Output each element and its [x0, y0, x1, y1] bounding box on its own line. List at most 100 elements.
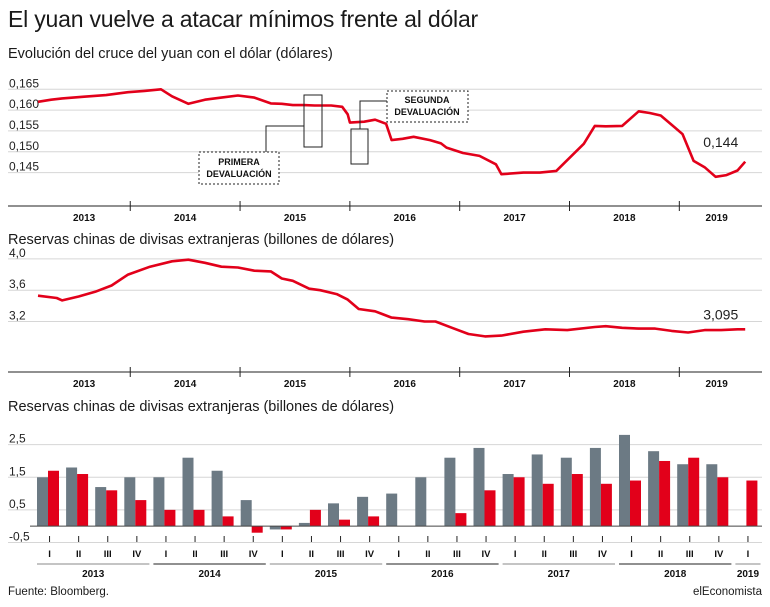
- quarter-label: III: [104, 549, 112, 560]
- bar-red: [106, 490, 118, 527]
- x-tick-label: 2015: [284, 379, 307, 390]
- bar-grey: [298, 522, 310, 527]
- year-label: 2015: [315, 569, 338, 580]
- annotation-text: SEGUNDA: [404, 95, 450, 105]
- bar-red: [746, 480, 758, 527]
- bar-red: [542, 483, 554, 527]
- y-tick-label: 3,6: [9, 277, 26, 291]
- quarter-label: I: [630, 549, 633, 560]
- year-label: 2017: [548, 569, 571, 580]
- quarter-label: I: [281, 549, 284, 560]
- x-tick-label: 2014: [174, 213, 197, 224]
- bar-grey: [589, 447, 601, 527]
- bar-red: [48, 470, 59, 527]
- bar-red: [513, 477, 525, 527]
- y-tick-label: 4,0: [9, 246, 26, 260]
- bar-grey: [269, 526, 281, 530]
- annotation-text: PRIMERA: [218, 157, 260, 167]
- bar-red: [717, 477, 729, 527]
- quarter-label: I: [514, 549, 517, 560]
- x-tick-label: 2018: [613, 213, 636, 224]
- bar-grey: [66, 467, 78, 527]
- quarter-label: IV: [249, 549, 259, 560]
- bar-grey: [240, 500, 252, 527]
- bar-red: [222, 516, 234, 527]
- y-tick-label: 0,165: [9, 76, 39, 90]
- y-tick-label: -0,5: [9, 529, 30, 543]
- quarter-label: I: [397, 549, 400, 560]
- bar-red: [251, 526, 263, 533]
- first-devaluation-leader: [265, 125, 304, 152]
- y-tick-label: 0,5: [9, 497, 26, 511]
- quarter-label: II: [658, 549, 663, 560]
- bar-red: [368, 516, 380, 527]
- quarter-label: III: [337, 549, 345, 560]
- last-value-label: 3,095: [703, 306, 738, 322]
- bar-grey: [706, 464, 718, 527]
- x-tick-label: 2019: [706, 379, 729, 390]
- bar-grey: [328, 503, 339, 527]
- bar-grey: [124, 477, 136, 527]
- bar-grey: [677, 464, 689, 527]
- x-tick-label: 2019: [706, 213, 729, 224]
- quarter-label: III: [220, 549, 228, 560]
- y-tick-label: 0,150: [9, 139, 39, 153]
- chart1-title: Evolución del cruce del yuan con el dóla…: [8, 46, 333, 62]
- quarter-label: I: [165, 549, 168, 560]
- last-value-label: 0,144: [703, 134, 738, 150]
- x-tick-label: 2015: [284, 213, 307, 224]
- bar-grey: [153, 477, 165, 527]
- x-tick-label: 2014: [174, 379, 197, 390]
- bar-red: [193, 509, 205, 527]
- x-tick-label: 2018: [613, 379, 636, 390]
- source-note: Fuente: Bloomberg.: [8, 586, 110, 598]
- y-tick-label: 3,2: [9, 309, 26, 323]
- bar-grey: [502, 474, 514, 527]
- quarter-label: IV: [714, 549, 724, 560]
- y-tick-label: 0,155: [9, 118, 39, 132]
- quarter-label: IV: [365, 549, 375, 560]
- year-label: 2019: [737, 569, 760, 580]
- quarter-label: I: [48, 549, 51, 560]
- quarter-label: IV: [132, 549, 142, 560]
- bar-grey: [182, 457, 194, 527]
- bar-red: [659, 460, 671, 527]
- quarter-label: II: [542, 549, 547, 560]
- year-label: 2013: [82, 569, 105, 580]
- year-label: 2016: [431, 569, 454, 580]
- series-line: [37, 88, 747, 179]
- second-devaluation-leader: [359, 100, 387, 129]
- bar-grey: [473, 447, 485, 527]
- bar-grey: [444, 457, 456, 527]
- series-line: [37, 258, 746, 338]
- bar-red: [600, 483, 612, 527]
- x-tick-label: 2017: [503, 213, 526, 224]
- bar-grey: [357, 496, 369, 527]
- year-label: 2014: [198, 569, 221, 580]
- page-title: El yuan vuelve a atacar mínimos frente a…: [8, 6, 479, 32]
- bar-red: [339, 519, 350, 527]
- quarter-label: III: [686, 549, 694, 560]
- first-devaluation-box: [303, 94, 323, 148]
- x-tick-label: 2013: [73, 379, 96, 390]
- bar-red: [77, 474, 89, 527]
- bar-grey: [531, 454, 543, 527]
- x-tick-label: 2016: [394, 213, 417, 224]
- bar-red: [455, 513, 467, 527]
- quarter-label: I: [747, 549, 750, 560]
- bar-red: [135, 500, 147, 527]
- y-tick-label: 0,160: [9, 97, 39, 111]
- bar-red: [688, 457, 700, 527]
- bar-red: [484, 490, 496, 527]
- chart2-title: Reservas chinas de divisas extranjeras (…: [8, 232, 395, 248]
- bar-grey: [415, 477, 427, 527]
- quarter-label: II: [76, 549, 81, 560]
- bar-grey: [560, 457, 572, 527]
- quarter-label: II: [309, 549, 314, 560]
- bar-red: [164, 509, 176, 527]
- chart3-title: Reservas chinas de divisas extranjeras (…: [8, 399, 395, 415]
- second-devaluation-label-box: [386, 90, 469, 123]
- quarter-label: III: [453, 549, 461, 560]
- annotation-text: DEVALUACIÓN: [394, 106, 459, 117]
- bar-grey: [619, 434, 630, 527]
